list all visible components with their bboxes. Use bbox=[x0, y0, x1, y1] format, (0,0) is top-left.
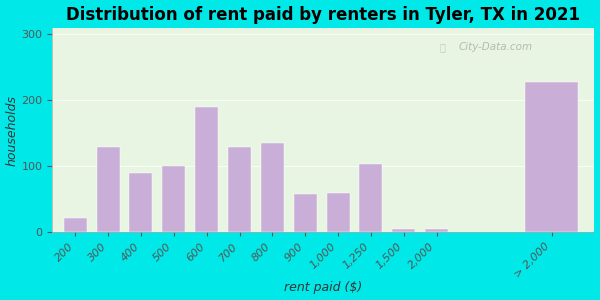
X-axis label: rent paid ($): rent paid ($) bbox=[284, 281, 362, 294]
Bar bbox=[195, 107, 218, 232]
Bar bbox=[392, 229, 415, 232]
Bar bbox=[162, 166, 185, 232]
Bar bbox=[294, 194, 317, 232]
Bar bbox=[526, 82, 578, 232]
Title: Distribution of rent paid by renters in Tyler, TX in 2021: Distribution of rent paid by renters in … bbox=[67, 6, 580, 24]
Bar bbox=[359, 164, 382, 232]
Bar bbox=[326, 193, 350, 232]
Bar bbox=[261, 143, 284, 232]
Y-axis label: households: households bbox=[5, 94, 19, 166]
Bar bbox=[228, 146, 251, 232]
Bar bbox=[425, 229, 448, 232]
Text: City-Data.com: City-Data.com bbox=[459, 42, 533, 52]
Bar bbox=[97, 146, 119, 232]
Bar bbox=[64, 218, 86, 232]
Text: 🔍: 🔍 bbox=[440, 42, 446, 52]
Bar bbox=[130, 173, 152, 232]
